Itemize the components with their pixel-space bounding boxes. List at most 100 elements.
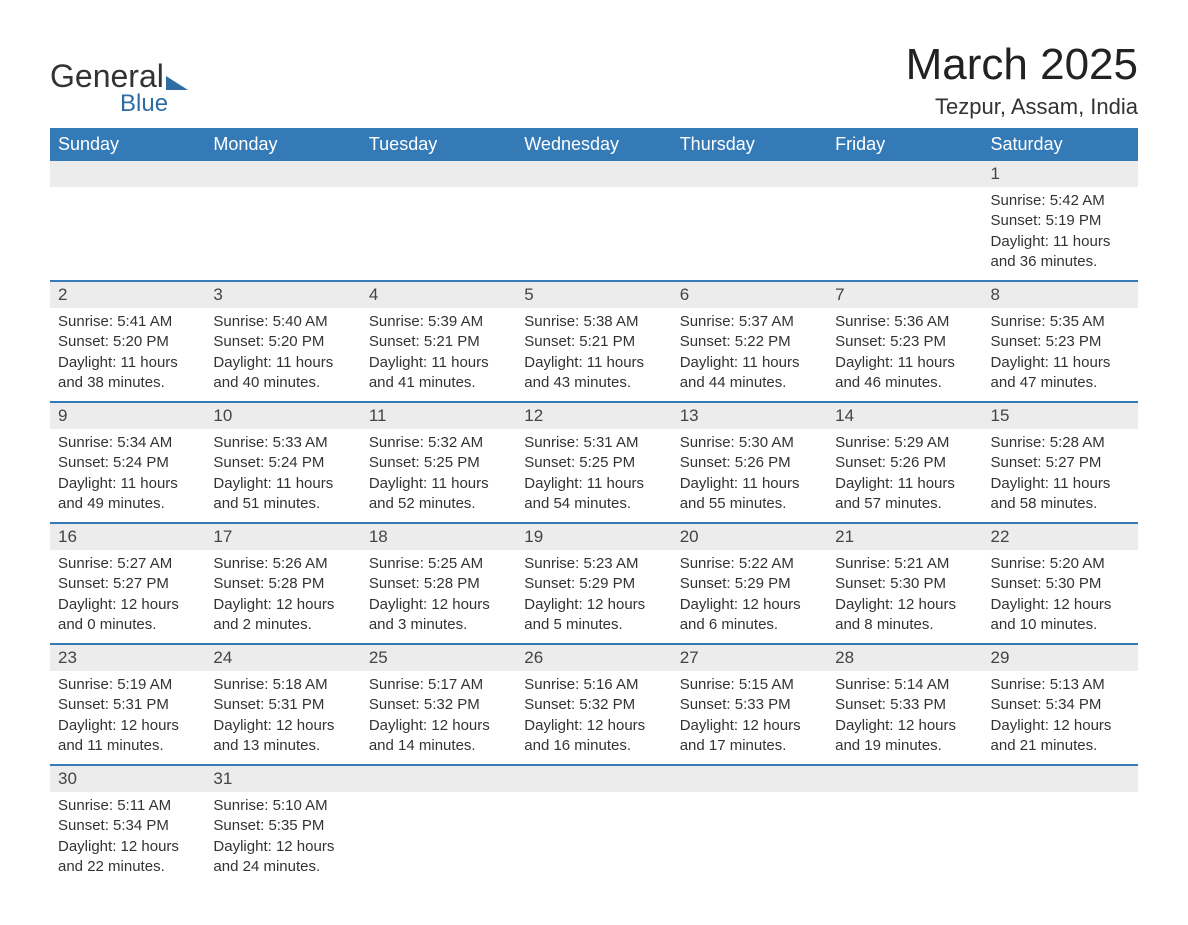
day-number: 29: [983, 643, 1138, 671]
day-number: 5: [516, 280, 671, 308]
day-sunrise: Sunrise: 5:27 AM: [58, 554, 197, 574]
day-sunset: Sunset: 5:20 PM: [213, 332, 352, 352]
logo: General Blue: [50, 60, 188, 118]
day-daylight2: and 36 minutes.: [991, 252, 1130, 272]
day-sunset: Sunset: 5:27 PM: [991, 453, 1130, 473]
day-body: Sunrise: 5:38 AMSunset: 5:21 PMDaylight:…: [516, 308, 671, 401]
day-daylight1: Daylight: 11 hours: [213, 474, 352, 494]
day-daylight1: Daylight: 12 hours: [58, 837, 197, 857]
day-header: Thursday: [672, 128, 827, 161]
day-daylight1: Daylight: 11 hours: [58, 474, 197, 494]
day-body: Sunrise: 5:16 AMSunset: 5:32 PMDaylight:…: [516, 671, 671, 764]
day-number: 13: [672, 401, 827, 429]
calendar-cell: 23Sunrise: 5:19 AMSunset: 5:31 PMDayligh…: [50, 643, 205, 764]
calendar-cell: 19Sunrise: 5:23 AMSunset: 5:29 PMDayligh…: [516, 522, 671, 643]
day-daylight2: and 6 minutes.: [680, 615, 819, 635]
calendar-cell: 31Sunrise: 5:10 AMSunset: 5:35 PMDayligh…: [205, 764, 360, 885]
day-daylight2: and 38 minutes.: [58, 373, 197, 393]
day-sunset: Sunset: 5:29 PM: [680, 574, 819, 594]
day-body: Sunrise: 5:18 AMSunset: 5:31 PMDaylight:…: [205, 671, 360, 764]
day-sunrise: Sunrise: 5:14 AM: [835, 675, 974, 695]
day-body: Sunrise: 5:30 AMSunset: 5:26 PMDaylight:…: [672, 429, 827, 522]
calendar-cell: 11Sunrise: 5:32 AMSunset: 5:25 PMDayligh…: [361, 401, 516, 522]
day-sunset: Sunset: 5:34 PM: [58, 816, 197, 836]
day-number: 22: [983, 522, 1138, 550]
day-header: Tuesday: [361, 128, 516, 161]
day-number: [516, 161, 671, 187]
day-sunset: Sunset: 5:26 PM: [680, 453, 819, 473]
calendar-cell: 22Sunrise: 5:20 AMSunset: 5:30 PMDayligh…: [983, 522, 1138, 643]
day-sunrise: Sunrise: 5:38 AM: [524, 312, 663, 332]
day-daylight1: Daylight: 12 hours: [213, 716, 352, 736]
day-sunrise: Sunrise: 5:18 AM: [213, 675, 352, 695]
day-number: 15: [983, 401, 1138, 429]
day-header: Friday: [827, 128, 982, 161]
calendar-cell: [672, 161, 827, 280]
day-body: Sunrise: 5:39 AMSunset: 5:21 PMDaylight:…: [361, 308, 516, 401]
day-number: 18: [361, 522, 516, 550]
day-body: Sunrise: 5:33 AMSunset: 5:24 PMDaylight:…: [205, 429, 360, 522]
day-number: 10: [205, 401, 360, 429]
day-body: [361, 792, 516, 824]
calendar-table: SundayMondayTuesdayWednesdayThursdayFrid…: [50, 128, 1138, 885]
page-title: March 2025: [906, 40, 1138, 90]
day-sunset: Sunset: 5:30 PM: [991, 574, 1130, 594]
day-body: Sunrise: 5:13 AMSunset: 5:34 PMDaylight:…: [983, 671, 1138, 764]
day-body: Sunrise: 5:37 AMSunset: 5:22 PMDaylight:…: [672, 308, 827, 401]
day-sunset: Sunset: 5:21 PM: [369, 332, 508, 352]
calendar-cell: 13Sunrise: 5:30 AMSunset: 5:26 PMDayligh…: [672, 401, 827, 522]
calendar-cell: 3Sunrise: 5:40 AMSunset: 5:20 PMDaylight…: [205, 280, 360, 401]
day-body: Sunrise: 5:25 AMSunset: 5:28 PMDaylight:…: [361, 550, 516, 643]
calendar-cell: 9Sunrise: 5:34 AMSunset: 5:24 PMDaylight…: [50, 401, 205, 522]
calendar-cell: 15Sunrise: 5:28 AMSunset: 5:27 PMDayligh…: [983, 401, 1138, 522]
day-daylight2: and 44 minutes.: [680, 373, 819, 393]
day-number: 9: [50, 401, 205, 429]
day-daylight2: and 54 minutes.: [524, 494, 663, 514]
day-sunset: Sunset: 5:20 PM: [58, 332, 197, 352]
day-daylight1: Daylight: 12 hours: [58, 716, 197, 736]
day-number: [983, 764, 1138, 792]
day-body: [50, 187, 205, 219]
day-sunset: Sunset: 5:29 PM: [524, 574, 663, 594]
day-sunrise: Sunrise: 5:41 AM: [58, 312, 197, 332]
day-daylight1: Daylight: 11 hours: [680, 474, 819, 494]
day-sunset: Sunset: 5:26 PM: [835, 453, 974, 473]
day-sunrise: Sunrise: 5:31 AM: [524, 433, 663, 453]
day-header: Wednesday: [516, 128, 671, 161]
calendar-cell: 12Sunrise: 5:31 AMSunset: 5:25 PMDayligh…: [516, 401, 671, 522]
calendar-cell: 7Sunrise: 5:36 AMSunset: 5:23 PMDaylight…: [827, 280, 982, 401]
day-sunset: Sunset: 5:32 PM: [369, 695, 508, 715]
day-number: 28: [827, 643, 982, 671]
calendar-cell: 18Sunrise: 5:25 AMSunset: 5:28 PMDayligh…: [361, 522, 516, 643]
day-number: [827, 764, 982, 792]
calendar-cell: [672, 764, 827, 885]
day-sunrise: Sunrise: 5:29 AM: [835, 433, 974, 453]
day-sunrise: Sunrise: 5:22 AM: [680, 554, 819, 574]
day-sunrise: Sunrise: 5:42 AM: [991, 191, 1130, 211]
day-number: 30: [50, 764, 205, 792]
day-body: Sunrise: 5:31 AMSunset: 5:25 PMDaylight:…: [516, 429, 671, 522]
day-daylight2: and 40 minutes.: [213, 373, 352, 393]
calendar-cell: [827, 764, 982, 885]
day-body: [672, 187, 827, 219]
day-number: 11: [361, 401, 516, 429]
day-daylight1: Daylight: 11 hours: [680, 353, 819, 373]
day-number: 24: [205, 643, 360, 671]
day-number: 26: [516, 643, 671, 671]
day-daylight1: Daylight: 12 hours: [991, 595, 1130, 615]
calendar-cell: 27Sunrise: 5:15 AMSunset: 5:33 PMDayligh…: [672, 643, 827, 764]
day-daylight2: and 19 minutes.: [835, 736, 974, 756]
calendar-cell: 20Sunrise: 5:22 AMSunset: 5:29 PMDayligh…: [672, 522, 827, 643]
day-sunrise: Sunrise: 5:39 AM: [369, 312, 508, 332]
calendar-cell: 21Sunrise: 5:21 AMSunset: 5:30 PMDayligh…: [827, 522, 982, 643]
day-sunrise: Sunrise: 5:35 AM: [991, 312, 1130, 332]
day-header: Sunday: [50, 128, 205, 161]
day-daylight2: and 10 minutes.: [991, 615, 1130, 635]
day-daylight2: and 5 minutes.: [524, 615, 663, 635]
day-sunset: Sunset: 5:33 PM: [680, 695, 819, 715]
calendar-cell: 2Sunrise: 5:41 AMSunset: 5:20 PMDaylight…: [50, 280, 205, 401]
day-number: 23: [50, 643, 205, 671]
day-sunrise: Sunrise: 5:36 AM: [835, 312, 974, 332]
day-daylight1: Daylight: 12 hours: [524, 595, 663, 615]
day-body: Sunrise: 5:40 AMSunset: 5:20 PMDaylight:…: [205, 308, 360, 401]
